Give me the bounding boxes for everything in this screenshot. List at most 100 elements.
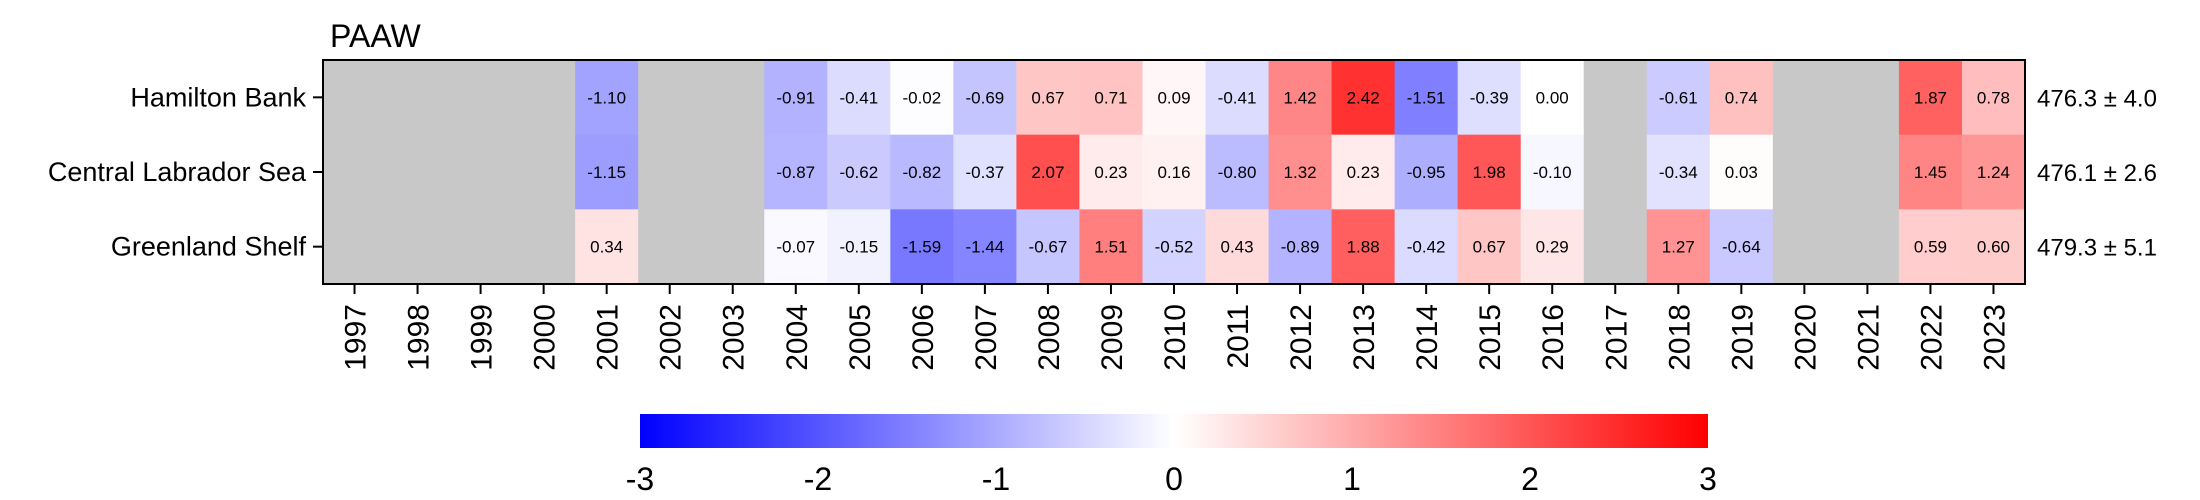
row-label: Hamilton Bank	[130, 82, 306, 112]
x-tick-label: 1998	[403, 304, 436, 371]
heatmap-cell	[701, 60, 765, 136]
cell-value-label: -0.07	[776, 238, 815, 257]
heatmap-cell	[701, 134, 765, 210]
cell-value-label: -1.51	[1407, 88, 1446, 107]
x-tick-label: 2012	[1285, 304, 1318, 371]
heatmap-cell	[1268, 134, 1333, 210]
heatmap-cell	[1457, 134, 1522, 210]
heatmap-cell	[1331, 134, 1396, 210]
row-mean-label: 479.3 ± 5.1	[2037, 235, 2157, 262]
heatmap-cell	[1772, 209, 1837, 285]
cell-value-label: -1.10	[587, 88, 626, 107]
x-tick-label: 2005	[844, 304, 877, 371]
heatmap-cell	[512, 209, 576, 285]
heatmap-cell	[575, 209, 639, 285]
heatmap-cell	[827, 209, 891, 285]
heatmap-cell	[638, 209, 702, 285]
heatmap-cell	[1583, 60, 1648, 136]
cell-value-label: -0.42	[1407, 238, 1446, 257]
heatmap-cell	[1268, 60, 1333, 136]
x-tick-label: 2018	[1663, 304, 1696, 371]
heatmap-cell	[1520, 209, 1585, 285]
heatmap-cell	[1205, 134, 1270, 210]
x-tick-label: 2007	[970, 304, 1003, 371]
heatmap-cell	[1142, 60, 1207, 136]
cell-value-label: -0.91	[776, 88, 815, 107]
heatmap-cell	[1646, 209, 1711, 285]
cell-value-label: 0.71	[1094, 88, 1127, 107]
x-tick-label: 2013	[1348, 304, 1381, 371]
chart-title: PAAW	[330, 18, 421, 54]
heatmap-cell-labels: -1.10 -0.91 -0.41 -0.02 -0.69 0.67 0.71 0.09 -0.…	[587, 88, 2010, 256]
x-tick-label: 2001	[592, 304, 625, 371]
heatmap-cell	[323, 134, 387, 210]
cell-value-label: -0.62	[839, 163, 878, 182]
heatmap-cell	[1016, 209, 1081, 285]
colorbar-tick-label: 1	[1343, 461, 1361, 497]
cell-value-label: 2.42	[1347, 88, 1380, 107]
heatmap-cell	[953, 134, 1018, 210]
heatmap-cell	[1709, 209, 1774, 285]
heatmap-cell	[1331, 60, 1396, 136]
heatmap-cell	[827, 134, 891, 210]
x-tick-label: 2000	[529, 304, 562, 371]
x-tick-label: 2003	[718, 304, 751, 371]
colorbar-tick-label: 2	[1521, 461, 1539, 497]
cell-value-label: -0.80	[1218, 163, 1257, 182]
cell-value-label: -1.59	[902, 238, 941, 257]
cell-value-label: -0.39	[1470, 88, 1509, 107]
colorbar-tick-label: -1	[982, 461, 1010, 497]
heatmap-cell	[1457, 209, 1522, 285]
heatmap-cell	[1961, 60, 2026, 136]
x-tick-label: 2004	[781, 304, 814, 371]
cell-value-label: -0.61	[1659, 88, 1698, 107]
cell-value-label: -0.69	[966, 88, 1005, 107]
x-tick-label: 2009	[1096, 304, 1129, 371]
heatmap-cell	[1835, 60, 1900, 136]
heatmap-cell	[1205, 60, 1270, 136]
heatmap-cell	[575, 60, 639, 136]
heatmap-cell	[1646, 134, 1711, 210]
heatmap-cell	[1520, 60, 1585, 136]
heatmap-cell	[1646, 60, 1711, 136]
heatmap-cell	[1394, 209, 1459, 285]
x-tick-label: 2002	[655, 304, 688, 371]
heatmap-cell	[1205, 209, 1270, 285]
row-label: Central Labrador Sea	[48, 157, 307, 187]
row-labels: Hamilton Bank Central Labrador Sea Greenla…	[48, 82, 323, 262]
colorbar-tick-label: 0	[1165, 461, 1183, 497]
x-tick-label: 2008	[1033, 304, 1066, 371]
heatmap-cell	[1898, 209, 1963, 285]
cell-value-label: -0.34	[1659, 163, 1698, 182]
cell-value-label: 0.60	[1977, 238, 2010, 257]
cell-value-label: 0.29	[1536, 238, 1569, 257]
heatmap-cell	[512, 134, 576, 210]
cell-value-label: -0.52	[1155, 238, 1194, 257]
cell-value-label: 1.32	[1284, 163, 1317, 182]
heatmap-cell	[449, 60, 513, 136]
cell-value-label: 1.51	[1094, 238, 1127, 257]
cell-value-label: 1.88	[1347, 238, 1380, 257]
heatmap-cell	[386, 60, 450, 136]
row-mean-label: 476.3 ± 4.0	[2037, 85, 2157, 112]
heatmap-cell	[1583, 134, 1648, 210]
heatmap-cell	[1961, 134, 2026, 210]
cell-value-label: 1.98	[1473, 163, 1506, 182]
x-tick-label: 2020	[1789, 304, 1822, 371]
x-tick-label: 2021	[1852, 304, 1885, 371]
cell-value-label: -1.15	[587, 163, 626, 182]
x-tick-label: 2011	[1222, 304, 1255, 369]
cell-value-label: 1.42	[1284, 88, 1317, 107]
heatmap-cell	[638, 134, 702, 210]
cell-value-label: 0.09	[1157, 88, 1190, 107]
cell-value-label: 0.34	[590, 238, 623, 257]
heatmap-cell	[1079, 134, 1144, 210]
cell-value-label: 0.59	[1914, 238, 1947, 257]
cell-value-label: -0.95	[1407, 163, 1446, 182]
heatmap-cell	[1835, 209, 1900, 285]
heatmap-cell	[701, 209, 765, 285]
cell-value-label: 0.23	[1094, 163, 1127, 182]
heatmap-cell	[1835, 134, 1900, 210]
heatmap-cell	[1268, 209, 1333, 285]
heatmap-cell	[512, 60, 576, 136]
